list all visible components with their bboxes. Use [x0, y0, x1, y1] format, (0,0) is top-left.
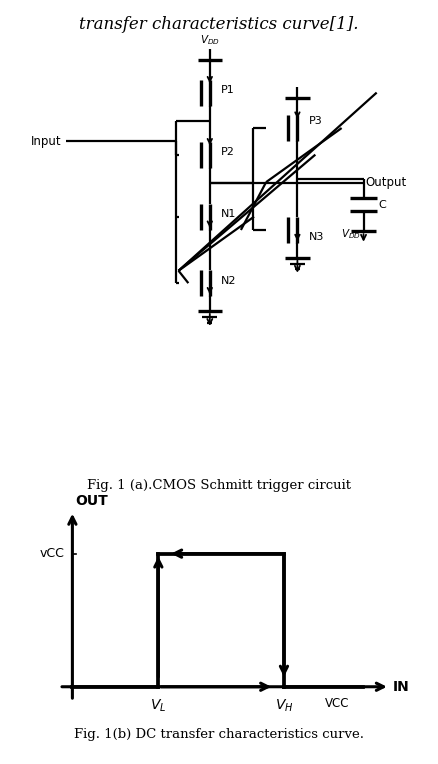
Text: N2: N2	[221, 276, 237, 286]
Text: OUT: OUT	[76, 494, 109, 509]
Text: IN: IN	[393, 680, 410, 694]
Text: N1: N1	[221, 209, 237, 219]
Text: P2: P2	[221, 147, 235, 157]
Text: transfer characteristics curve[1].: transfer characteristics curve[1].	[79, 15, 359, 33]
Text: Input: Input	[31, 134, 61, 148]
Text: C: C	[379, 199, 387, 209]
Text: Output: Output	[366, 176, 407, 189]
Text: $V_{DD}$: $V_{DD}$	[200, 33, 220, 47]
Text: $V_L$: $V_L$	[150, 698, 166, 714]
Text: $V_H$: $V_H$	[275, 698, 293, 714]
Text: VCC: VCC	[325, 698, 349, 711]
Text: P1: P1	[221, 86, 235, 96]
Text: P3: P3	[309, 116, 322, 126]
Text: Fig. 1 (a).CMOS Schmitt trigger circuit: Fig. 1 (a).CMOS Schmitt trigger circuit	[87, 478, 351, 492]
Text: N3: N3	[309, 231, 324, 241]
Text: $V_{DD}$: $V_{DD}$	[342, 227, 361, 241]
Text: Fig. 1(b) DC transfer characteristics curve.: Fig. 1(b) DC transfer characteristics cu…	[74, 728, 364, 742]
Text: vCC: vCC	[39, 547, 64, 560]
